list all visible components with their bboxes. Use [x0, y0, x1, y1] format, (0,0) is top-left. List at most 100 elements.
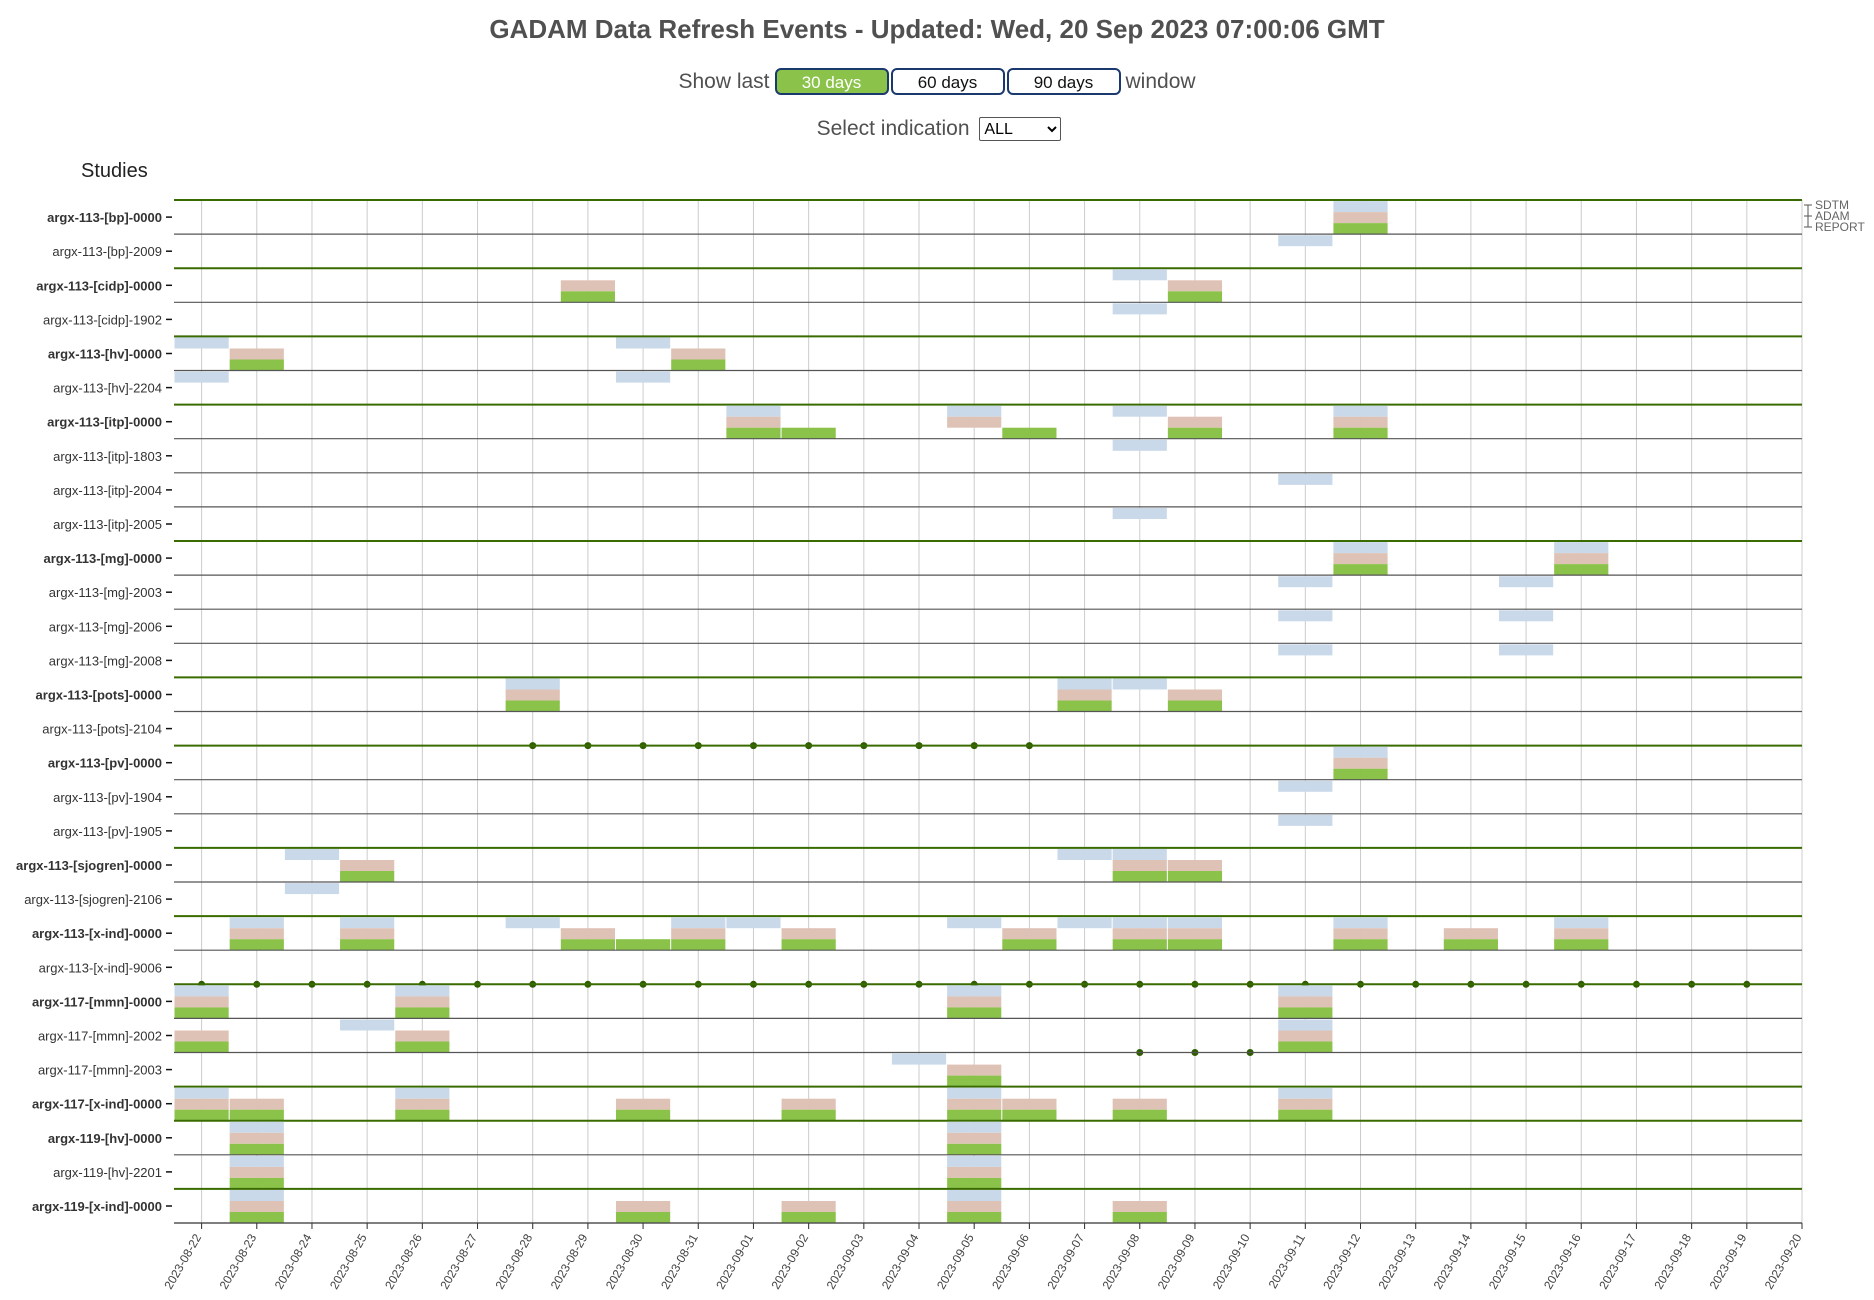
event-report-block [1333, 939, 1388, 951]
study-row-label: argx-113-[x-ind]-0000 [32, 926, 162, 941]
x-axis-date-label: 2023-09-03 [824, 1231, 867, 1291]
x-axis-date-label: 2023-09-19 [1707, 1231, 1750, 1291]
x-axis-date-label: 2023-09-01 [713, 1231, 756, 1291]
legend-label-adam: ADAM [1815, 209, 1850, 223]
study-row-label: argx-113-[hv]-0000 [48, 347, 162, 362]
event-adam-block [781, 1098, 836, 1110]
x-axis-date-label: 2023-08-29 [548, 1231, 591, 1291]
event-report-block [1112, 1109, 1167, 1121]
window-selector: Show last 30 days 60 days 90 days window [0, 68, 1874, 95]
event-report-block [1333, 223, 1388, 235]
event-report-block [1002, 939, 1057, 951]
event-report-block [340, 871, 395, 882]
event-report-block [1554, 564, 1609, 576]
event-sdtm-block [1167, 917, 1223, 929]
event-adam-block [229, 1132, 284, 1144]
event-adam-block [1278, 1030, 1333, 1042]
event-report-block [781, 1212, 836, 1223]
study-row-label: argx-113-[cidp]-0000 [36, 278, 162, 293]
event-sdtm-block [1278, 576, 1333, 588]
event-sdtm-block [174, 1087, 229, 1099]
indication-select[interactable]: ALL [979, 117, 1062, 142]
event-adam-block [229, 1098, 284, 1110]
event-report-block [174, 1109, 229, 1121]
event-adam-block [726, 416, 781, 428]
x-axis-date-label: 2023-08-24 [272, 1231, 315, 1291]
event-adam-block [1112, 1098, 1167, 1110]
event-adam-block [174, 1098, 229, 1110]
event-sdtm-block [395, 985, 450, 997]
event-report-block [505, 700, 560, 712]
event-sdtm-block [229, 1121, 284, 1133]
event-report-block [1333, 564, 1388, 576]
event-sdtm-block [229, 1190, 284, 1201]
event-adam-block [395, 1030, 450, 1042]
event-sdtm-block [1112, 405, 1167, 417]
event-report-block [395, 1007, 450, 1019]
x-axis-date-label: 2023-08-22 [161, 1231, 204, 1291]
event-report-block [229, 1177, 284, 1189]
event-adam-block [947, 416, 1002, 428]
event-report-block [1278, 1109, 1333, 1121]
indication-selector: Select indication ALL [0, 117, 1874, 142]
x-axis-date-label: 2023-09-12 [1320, 1231, 1363, 1291]
event-sdtm-block [340, 917, 395, 929]
event-report-block [174, 1007, 229, 1019]
event-sdtm-block [174, 985, 229, 997]
event-report-block [395, 1109, 450, 1121]
study-row-label: argx-113-[pots]-2104 [42, 722, 162, 737]
x-axis-date-label: 2023-09-06 [989, 1231, 1032, 1291]
event-sdtm-block [947, 917, 1002, 929]
event-adam-block [340, 928, 395, 940]
event-sdtm-block [671, 917, 726, 929]
event-adam-block [395, 1098, 450, 1110]
x-axis-date-label: 2023-08-27 [437, 1231, 480, 1291]
event-sdtm-block [947, 1121, 1002, 1133]
event-report-block [947, 1177, 1002, 1189]
event-adam-block [1333, 928, 1388, 940]
study-row-label: argx-117-[x-ind]-0000 [32, 1097, 162, 1112]
event-sdtm-block [726, 917, 781, 929]
event-sdtm-block [1333, 746, 1388, 758]
study-row-label: argx-113-[x-ind]-9006 [39, 960, 162, 975]
x-axis-date-label: 2023-09-15 [1486, 1231, 1529, 1291]
event-report-block [615, 1109, 671, 1121]
x-axis-date-label: 2023-08-26 [382, 1231, 425, 1291]
event-adam-block [947, 1201, 1002, 1212]
window-suffix-label: window [1125, 69, 1196, 93]
event-sdtm-block [615, 337, 671, 349]
study-row-label: argx-113-[itp]-2004 [53, 483, 162, 498]
event-report-block [560, 939, 615, 951]
event-adam-block [947, 1166, 1002, 1178]
event-report-block [947, 1212, 1002, 1223]
event-adam-block [1554, 553, 1609, 565]
event-sdtm-block [947, 985, 1002, 997]
x-axis-date-label: 2023-09-08 [1100, 1231, 1143, 1291]
event-adam-block [1333, 416, 1388, 428]
legend-label-report: REPORT [1815, 220, 1865, 234]
event-sdtm-block [1278, 473, 1333, 485]
window-prefix-label: Show last [678, 69, 770, 93]
event-adam-block [1443, 928, 1498, 940]
event-sdtm-block [1278, 985, 1333, 997]
window-90-days-button[interactable]: 90 days [1006, 68, 1121, 95]
event-report-block [229, 359, 284, 371]
event-adam-block [1167, 280, 1223, 292]
event-adam-block [1333, 757, 1388, 769]
event-report-block [781, 1109, 836, 1121]
event-sdtm-block [1278, 610, 1333, 622]
event-adam-block [1112, 928, 1167, 940]
window-60-days-button[interactable]: 60 days [890, 68, 1005, 95]
event-sdtm-block [1554, 542, 1609, 554]
event-sdtm-block [340, 1019, 395, 1031]
event-sdtm-block [947, 1155, 1002, 1167]
study-row-label: argx-117-[mmn]-2003 [38, 1063, 162, 1078]
x-axis-date-label: 2023-09-14 [1431, 1231, 1474, 1291]
page-title: GADAM Data Refresh Events - Updated: Wed… [489, 14, 1385, 44]
event-sdtm-block [284, 849, 340, 860]
event-adam-block [1554, 928, 1609, 940]
event-adam-block [781, 1201, 836, 1212]
event-adam-block [1112, 1201, 1167, 1212]
window-30-days-button[interactable]: 30 days [774, 68, 889, 95]
event-sdtm-block [505, 678, 560, 690]
